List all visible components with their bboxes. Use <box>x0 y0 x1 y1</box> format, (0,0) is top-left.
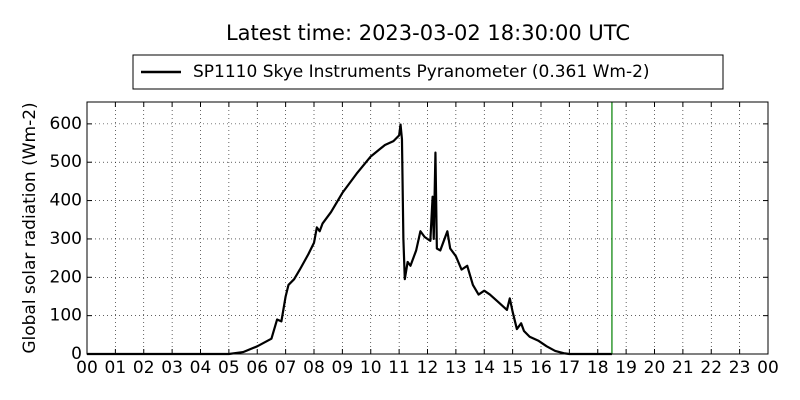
x-tick-label: 18 <box>587 358 609 378</box>
x-tick-label: 13 <box>445 358 467 378</box>
data-line <box>87 123 612 356</box>
y-tick-label: 600 <box>50 114 82 134</box>
x-tick-label: 21 <box>672 358 694 378</box>
x-tick-label: 16 <box>530 358 552 378</box>
x-tick-label: 00 <box>757 358 779 378</box>
x-tick-label: 00 <box>76 358 98 378</box>
y-tick-label: 400 <box>50 191 82 211</box>
x-tick-label: 06 <box>246 358 268 378</box>
x-tick-label: 09 <box>332 358 354 378</box>
x-tick-label: 01 <box>105 358 127 378</box>
y-tick-label: 100 <box>50 306 82 326</box>
legend: SP1110 Skye Instruments Pyranometer (0.3… <box>132 54 724 90</box>
plot-frame <box>86 101 769 355</box>
x-tick-label: 15 <box>502 358 524 378</box>
y-axis-label: Global solar radiation (Wm-2) <box>20 102 40 353</box>
y-tick-label: 0 <box>71 344 82 364</box>
x-tick-label: 22 <box>700 358 722 378</box>
x-tick-label: 05 <box>218 358 240 378</box>
x-tick-label: 04 <box>190 358 212 378</box>
legend-box <box>132 54 724 90</box>
legend-label: SP1110 Skye Instruments Pyranometer (0.3… <box>193 62 650 82</box>
x-tick-label: 03 <box>161 358 183 378</box>
y-tick-label: 500 <box>50 152 82 172</box>
y-tick-label: 200 <box>50 267 82 287</box>
plot-area <box>87 102 768 354</box>
x-tick-label: 20 <box>644 358 666 378</box>
x-tick-label: 02 <box>133 358 155 378</box>
x-tick-label: 11 <box>388 358 410 378</box>
x-tick-label: 07 <box>275 358 297 378</box>
x-tick-label: 23 <box>729 358 751 378</box>
x-tick-label: 14 <box>473 358 495 378</box>
y-tick-label: 300 <box>50 229 82 249</box>
x-tick-label: 10 <box>360 358 382 378</box>
chart-title: Latest time: 2023-03-02 18:30:00 UTC <box>226 21 630 45</box>
x-tick-label: 17 <box>559 358 581 378</box>
x-tick-label: 08 <box>303 358 325 378</box>
x-tick-label: 12 <box>417 358 439 378</box>
x-tick-label: 19 <box>615 358 637 378</box>
